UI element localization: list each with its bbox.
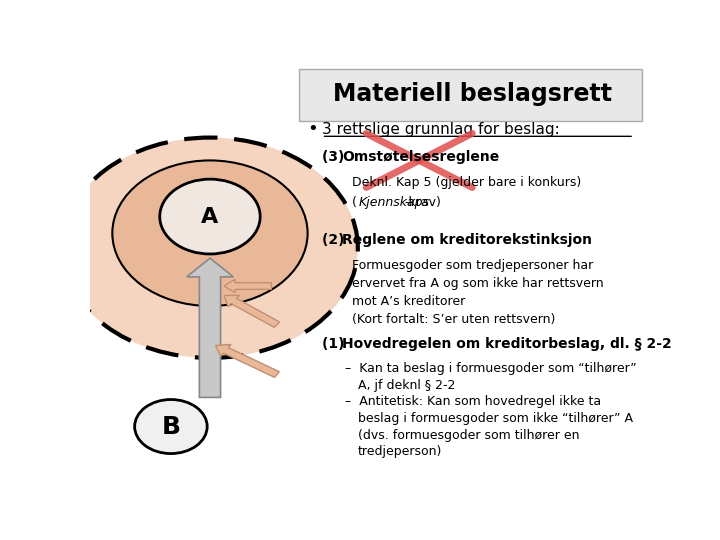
Text: –  Antitetisk: Kan som hovedregel ikke ta: – Antitetisk: Kan som hovedregel ikke ta (345, 395, 601, 408)
Text: -krav): -krav) (405, 196, 441, 209)
Text: Kjennskaps: Kjennskaps (359, 196, 430, 209)
Circle shape (62, 138, 358, 358)
FancyArrow shape (186, 258, 233, 397)
Text: 3 rettslige grunnlag for beslag:: 3 rettslige grunnlag for beslag: (322, 122, 559, 137)
Text: (1): (1) (322, 337, 349, 351)
Text: (dvs. formuesgoder som tilhører en: (dvs. formuesgoder som tilhører en (358, 429, 580, 442)
Text: (3): (3) (322, 150, 348, 164)
Circle shape (112, 160, 307, 306)
Text: ervervet fra A og som ikke har rettsvern: ervervet fra A og som ikke har rettsvern (352, 277, 604, 290)
FancyArrow shape (215, 345, 279, 377)
Text: mot A’s kreditorer: mot A’s kreditorer (352, 295, 466, 308)
Text: Formuesgoder som tredjepersoner har: Formuesgoder som tredjepersoner har (352, 259, 593, 272)
Circle shape (135, 400, 207, 454)
FancyBboxPatch shape (300, 69, 642, 121)
FancyArrow shape (224, 279, 271, 293)
Text: Reglene om kreditorekstinksjon: Reglene om kreditorekstinksjon (342, 233, 593, 247)
Text: A, jf deknl § 2-2: A, jf deknl § 2-2 (358, 379, 455, 392)
Text: B: B (161, 415, 181, 438)
Text: Deknl. Kap 5 (gjelder bare i konkurs): Deknl. Kap 5 (gjelder bare i konkurs) (352, 176, 582, 189)
Text: Omstøtelsesreglene: Omstøtelsesreglene (342, 150, 500, 164)
Circle shape (160, 179, 260, 254)
Text: (: ( (352, 196, 357, 209)
Text: (Kort fortalt: S’er uten rettsvern): (Kort fortalt: S’er uten rettsvern) (352, 313, 556, 326)
Text: Hovedregelen om kreditorbeslag, dl. § 2-2: Hovedregelen om kreditorbeslag, dl. § 2-… (342, 337, 672, 351)
Text: •: • (307, 120, 318, 138)
Text: tredjeperson): tredjeperson) (358, 446, 442, 458)
FancyArrow shape (224, 295, 279, 327)
Text: A: A (202, 207, 219, 227)
Text: beslag i formuesgoder som ikke “tilhører” A: beslag i formuesgoder som ikke “tilhører… (358, 412, 633, 425)
Text: Materiell beslagsrett: Materiell beslagsrett (333, 82, 612, 106)
Text: –  Kan ta beslag i formuesgoder som “tilhører”: – Kan ta beslag i formuesgoder som “tilh… (345, 362, 636, 375)
Text: (2): (2) (322, 233, 349, 247)
